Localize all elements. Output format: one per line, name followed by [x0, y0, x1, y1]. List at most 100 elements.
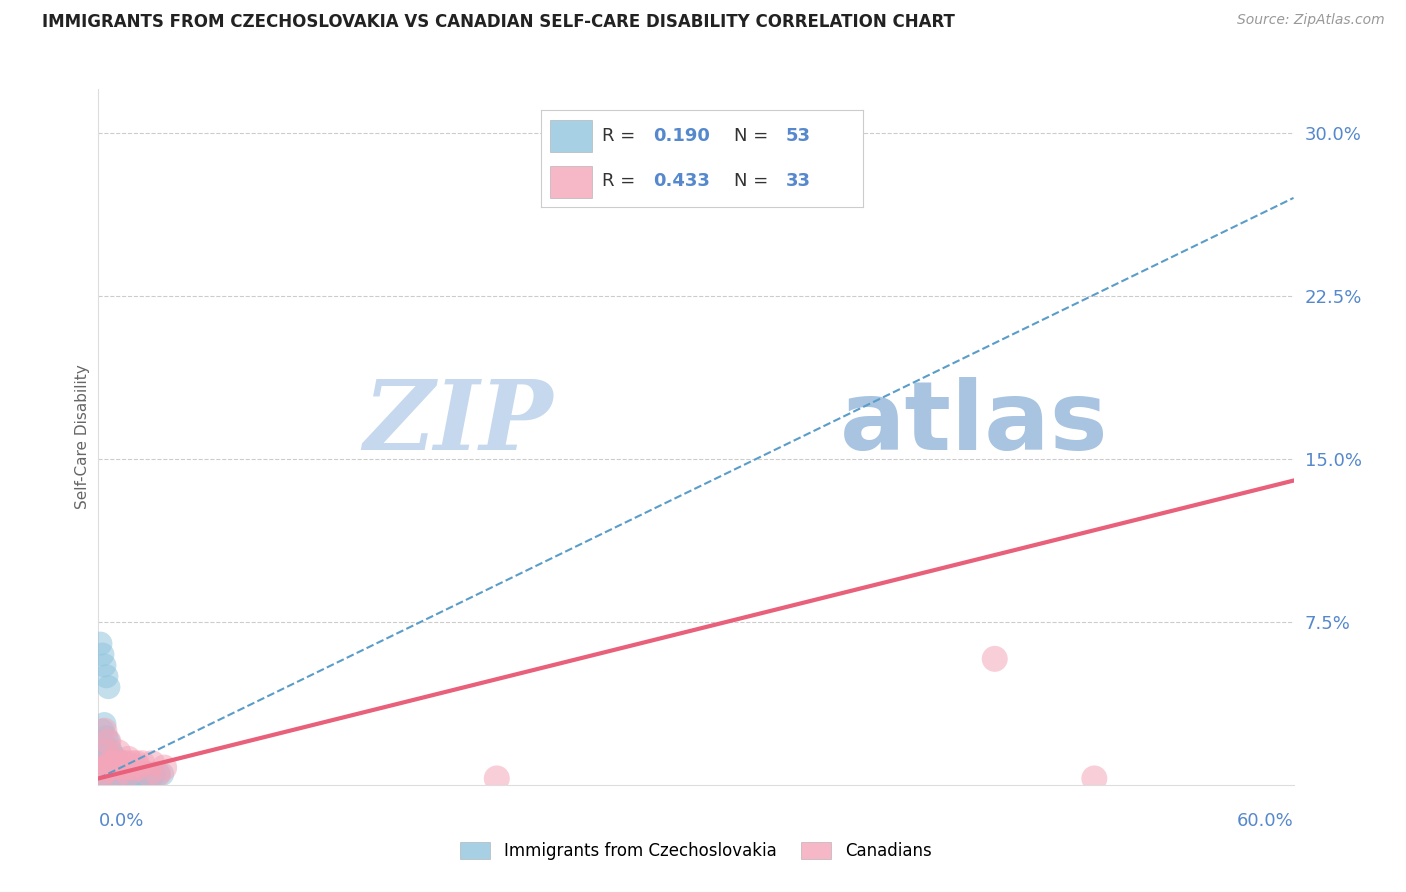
Text: Source: ZipAtlas.com: Source: ZipAtlas.com — [1237, 13, 1385, 28]
Point — [103, 767, 125, 781]
Point — [136, 767, 159, 781]
Point — [93, 723, 115, 738]
Point — [89, 767, 111, 781]
Point — [150, 767, 173, 781]
Point — [97, 734, 120, 748]
Bar — [550, 120, 592, 152]
Point — [91, 648, 114, 662]
Point — [96, 669, 118, 683]
Point — [91, 760, 114, 774]
Point — [125, 767, 148, 781]
Point — [111, 767, 134, 781]
Point — [103, 756, 125, 771]
Point — [127, 760, 149, 774]
Point — [124, 760, 146, 774]
Text: N =: N = — [734, 172, 775, 190]
Point — [129, 767, 152, 781]
Point — [127, 767, 149, 781]
Text: R =: R = — [602, 172, 641, 190]
Point — [107, 767, 129, 781]
Point — [131, 756, 153, 771]
Point — [148, 767, 170, 781]
Point — [107, 756, 129, 771]
Text: N =: N = — [734, 128, 775, 145]
Point — [91, 772, 114, 786]
Point — [96, 745, 118, 759]
Point — [120, 767, 142, 781]
Point — [96, 760, 118, 774]
Point — [103, 760, 125, 774]
Point — [120, 760, 142, 774]
Point — [97, 752, 120, 766]
Point — [93, 760, 115, 774]
Point — [1083, 772, 1105, 786]
Text: 60.0%: 60.0% — [1237, 812, 1294, 830]
Point — [96, 769, 118, 783]
Point — [96, 730, 118, 744]
Point — [136, 767, 159, 781]
Point — [89, 772, 111, 786]
Point — [117, 752, 139, 766]
Point — [121, 767, 143, 781]
Text: IMMIGRANTS FROM CZECHOSLOVAKIA VS CANADIAN SELF-CARE DISABILITY CORRELATION CHAR: IMMIGRANTS FROM CZECHOSLOVAKIA VS CANADI… — [42, 13, 955, 31]
Point — [101, 756, 124, 771]
Point — [93, 767, 115, 781]
Point — [89, 756, 111, 771]
Point — [89, 637, 111, 651]
Text: 33: 33 — [786, 172, 811, 190]
Text: 0.190: 0.190 — [654, 128, 710, 145]
Point — [91, 723, 114, 738]
Bar — [550, 166, 592, 198]
Point — [98, 756, 122, 771]
Point — [131, 767, 153, 781]
Point — [105, 752, 128, 766]
Point — [153, 760, 176, 774]
Point — [124, 767, 146, 781]
Point — [101, 764, 124, 779]
Point — [97, 767, 120, 781]
Point — [143, 767, 166, 781]
Point — [105, 756, 128, 771]
Text: R =: R = — [602, 128, 641, 145]
Point — [98, 764, 122, 779]
Point — [93, 756, 115, 771]
Point — [97, 760, 120, 774]
Point — [97, 680, 120, 694]
Point — [91, 745, 114, 759]
Point — [93, 739, 115, 753]
Legend: Immigrants from Czechoslovakia, Canadians: Immigrants from Czechoslovakia, Canadian… — [454, 836, 938, 867]
Point — [101, 747, 124, 762]
Point — [117, 767, 139, 781]
Text: 0.0%: 0.0% — [98, 812, 143, 830]
Point — [141, 767, 163, 781]
Point — [111, 756, 134, 771]
Point — [107, 767, 129, 781]
Point — [89, 734, 111, 748]
Point — [98, 743, 122, 757]
Point — [101, 756, 124, 771]
Text: 0.433: 0.433 — [654, 172, 710, 190]
Point — [96, 747, 118, 762]
Point — [112, 767, 135, 781]
Point — [115, 756, 138, 771]
Point — [91, 767, 114, 781]
Point — [141, 756, 163, 771]
Point — [93, 658, 115, 673]
Point — [107, 745, 129, 759]
Point — [93, 717, 115, 731]
Point — [983, 652, 1005, 666]
Y-axis label: Self-Care Disability: Self-Care Disability — [75, 365, 90, 509]
Point — [110, 767, 132, 781]
Text: atlas: atlas — [839, 376, 1108, 470]
Point — [125, 756, 148, 771]
Point — [121, 756, 143, 771]
Text: ZIP: ZIP — [363, 376, 553, 470]
Point — [134, 767, 156, 781]
Point — [110, 760, 132, 774]
Point — [105, 764, 128, 779]
Point — [485, 772, 508, 786]
Point — [148, 767, 170, 781]
Point — [96, 760, 118, 774]
Point — [115, 767, 138, 781]
Point — [98, 756, 122, 771]
